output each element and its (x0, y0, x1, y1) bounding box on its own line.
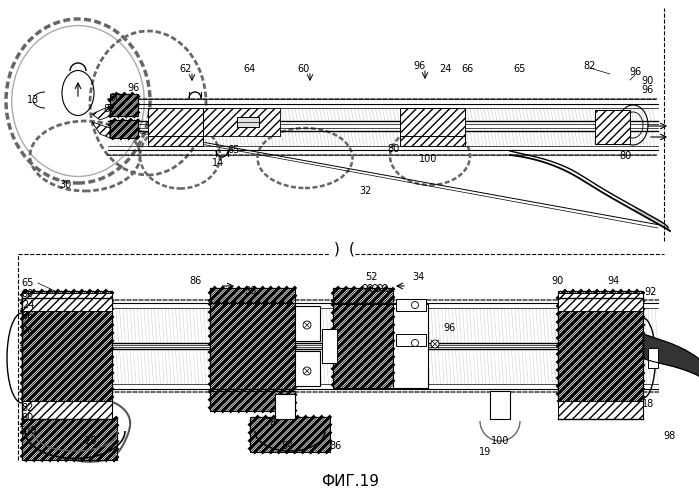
Text: 96: 96 (22, 326, 34, 336)
Text: 60: 60 (298, 64, 310, 74)
Bar (396, 334, 426, 346)
Polygon shape (643, 334, 699, 376)
Bar (22, 291, 112, 401)
Text: 86: 86 (189, 276, 201, 286)
Text: 64: 64 (244, 64, 256, 74)
Bar (393, 304, 428, 388)
Bar (210, 288, 295, 303)
Text: 30: 30 (59, 180, 71, 190)
Bar (22, 401, 112, 419)
Bar (558, 401, 643, 419)
Text: 14: 14 (212, 158, 224, 168)
Bar (322, 329, 337, 363)
Bar (210, 303, 295, 389)
Text: 100: 100 (491, 436, 509, 446)
Text: 86: 86 (329, 441, 341, 451)
Text: 100: 100 (419, 154, 437, 164)
Bar (400, 108, 465, 136)
Text: ): ) (334, 242, 340, 256)
Bar (250, 417, 330, 452)
Bar (396, 299, 426, 311)
Text: 100: 100 (19, 426, 37, 436)
Text: 66: 66 (462, 64, 474, 74)
Text: 52: 52 (365, 272, 377, 282)
Text: 80: 80 (387, 144, 399, 154)
Text: 94: 94 (607, 276, 619, 286)
Text: 96: 96 (444, 323, 456, 333)
Text: 24: 24 (22, 300, 34, 310)
Bar (333, 304, 393, 388)
Text: 96: 96 (414, 61, 426, 71)
FancyBboxPatch shape (237, 117, 259, 127)
Text: 90: 90 (642, 76, 654, 86)
Bar (200, 108, 280, 136)
Ellipse shape (412, 302, 419, 309)
Text: 96: 96 (127, 83, 139, 93)
Polygon shape (635, 207, 670, 231)
Text: 92: 92 (644, 287, 657, 297)
Text: 80: 80 (620, 151, 632, 161)
Ellipse shape (412, 339, 419, 347)
Ellipse shape (431, 340, 439, 348)
Bar (148, 108, 203, 136)
Text: 65: 65 (22, 278, 34, 288)
Bar (22, 418, 117, 460)
Text: 80: 80 (22, 289, 34, 299)
Text: 62: 62 (180, 64, 192, 74)
Text: 65: 65 (228, 145, 240, 155)
Text: 82: 82 (22, 403, 34, 413)
Bar (275, 394, 295, 419)
Bar (333, 288, 393, 303)
Text: 90: 90 (552, 276, 564, 286)
Text: 32: 32 (359, 186, 371, 196)
Bar (295, 306, 320, 341)
Bar (490, 391, 510, 419)
Text: 96: 96 (642, 85, 654, 95)
Bar (22, 293, 112, 311)
Polygon shape (92, 106, 110, 120)
Text: 90: 90 (22, 413, 34, 423)
Text: 84: 84 (281, 441, 293, 451)
Text: 82: 82 (104, 104, 116, 114)
Text: 90: 90 (109, 93, 121, 103)
Polygon shape (92, 122, 110, 138)
Text: 82: 82 (584, 61, 596, 71)
Text: 78: 78 (264, 418, 276, 428)
Text: 96: 96 (630, 67, 642, 77)
Ellipse shape (303, 367, 311, 375)
Bar (648, 348, 658, 368)
Polygon shape (22, 401, 130, 461)
Text: 98: 98 (664, 431, 676, 441)
Ellipse shape (303, 321, 311, 329)
Bar (595, 110, 630, 144)
Bar (110, 94, 138, 116)
Text: 24: 24 (439, 64, 451, 74)
Bar (210, 391, 295, 411)
Text: 65: 65 (514, 64, 526, 74)
Text: 96: 96 (22, 311, 34, 321)
Bar (558, 293, 643, 311)
Text: 18: 18 (642, 399, 654, 409)
Text: ФИГ.19: ФИГ.19 (321, 474, 379, 489)
Bar (110, 120, 138, 138)
Text: 36: 36 (244, 286, 256, 296)
Bar (148, 136, 203, 146)
Text: 28: 28 (84, 436, 96, 446)
Text: 34: 34 (412, 272, 424, 282)
Text: 13: 13 (27, 95, 39, 105)
Bar (295, 351, 320, 386)
Text: (: ( (349, 242, 355, 256)
Bar (400, 136, 465, 146)
Text: 19: 19 (479, 447, 491, 457)
Bar (558, 291, 643, 401)
